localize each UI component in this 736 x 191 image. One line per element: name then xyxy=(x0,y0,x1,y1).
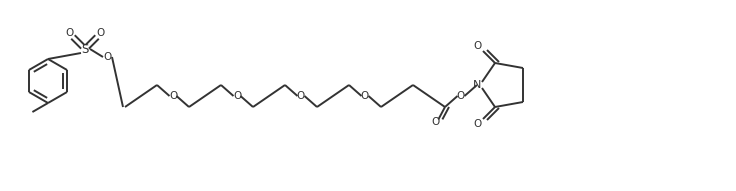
Text: O: O xyxy=(233,91,241,101)
Text: O: O xyxy=(96,28,105,38)
Text: S: S xyxy=(81,43,88,56)
Text: O: O xyxy=(474,41,482,51)
Text: N: N xyxy=(473,80,481,90)
Text: O: O xyxy=(297,91,305,101)
Text: O: O xyxy=(457,91,465,101)
Text: O: O xyxy=(169,91,177,101)
Text: O: O xyxy=(361,91,369,101)
Text: O: O xyxy=(66,28,74,38)
Text: O: O xyxy=(474,119,482,129)
Text: O: O xyxy=(103,52,111,62)
Text: O: O xyxy=(431,117,439,127)
